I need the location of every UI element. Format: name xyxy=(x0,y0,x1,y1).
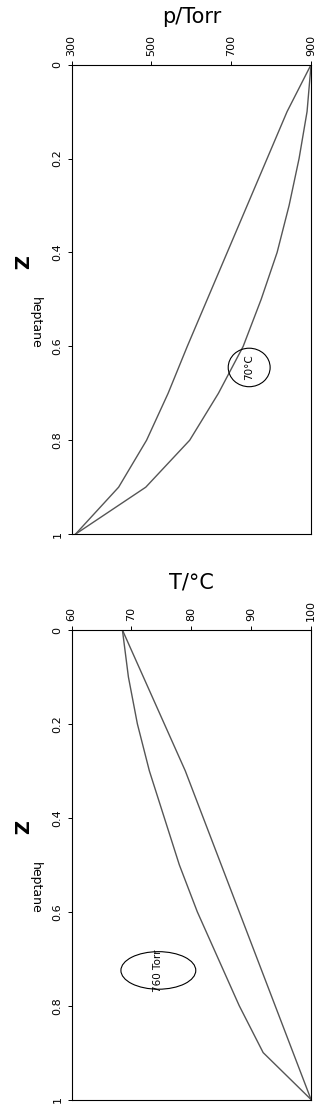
Title: p/Torr: p/Torr xyxy=(162,7,221,27)
Text: heptane: heptane xyxy=(29,862,42,915)
Text: Z: Z xyxy=(9,255,28,269)
Text: heptane: heptane xyxy=(29,297,42,349)
Text: Z: Z xyxy=(9,820,28,835)
Text: 760 Torr: 760 Torr xyxy=(153,949,163,991)
Title: T/°C: T/°C xyxy=(169,573,214,593)
Text: 70°C: 70°C xyxy=(244,354,254,381)
